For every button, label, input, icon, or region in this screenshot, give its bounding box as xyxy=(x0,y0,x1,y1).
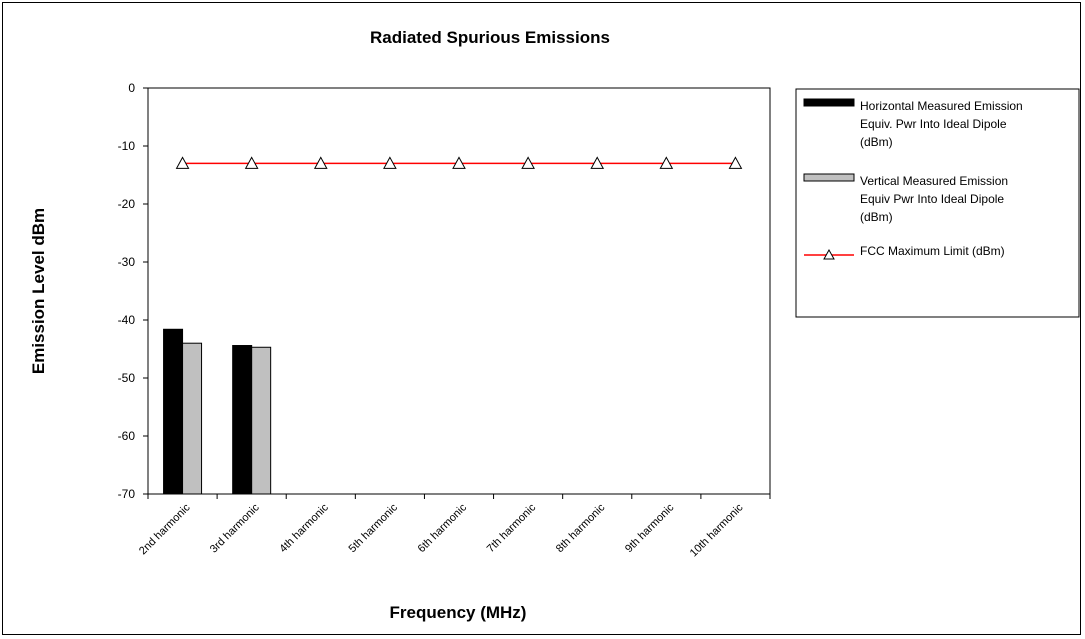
y-tick-label: -20 xyxy=(118,197,136,211)
limit-marker xyxy=(244,156,259,169)
x-tick-label: 3rd harmonic xyxy=(208,501,262,555)
x-tick-label: 2nd harmonic xyxy=(137,501,193,557)
legend-label: Vertical Measured Emission xyxy=(860,174,1008,188)
legend: Horizontal Measured Emission Equiv. Pwr I… xyxy=(803,98,1023,260)
x-tick-label: 8th harmonic xyxy=(554,501,608,555)
x-tick-label: 5th harmonic xyxy=(347,501,401,555)
x-tick-label: 10th harmonic xyxy=(688,501,746,559)
legend-label: (dBm) xyxy=(860,135,893,149)
legend-label: Equiv Pwr Into Ideal Dipole xyxy=(860,192,1004,206)
x-tick-label: 6th harmonic xyxy=(416,501,470,555)
limit-marker xyxy=(313,156,328,169)
legend-label: (dBm) xyxy=(860,210,893,224)
legend-label: Horizontal Measured Emission xyxy=(860,99,1023,113)
limit-marker xyxy=(590,156,605,169)
x-tick-label: 4th harmonic xyxy=(277,501,331,555)
y-tick-label: -50 xyxy=(118,371,136,385)
limit-marker xyxy=(521,156,535,169)
limit-marker xyxy=(175,156,190,169)
legend-label: Equiv. Pwr Into Ideal Dipole xyxy=(860,117,1007,131)
y-tick-label: 0 xyxy=(128,81,135,95)
legend-swatch xyxy=(803,98,855,107)
bar xyxy=(182,342,203,495)
bar xyxy=(232,345,253,495)
legend-label: FCC Maximum Limit (dBm) xyxy=(860,244,1005,258)
limit-marker xyxy=(659,156,674,169)
legend-box xyxy=(795,88,1080,318)
x-tick-label: 7th harmonic xyxy=(485,501,539,555)
x-tick-label: 9th harmonic xyxy=(623,501,677,555)
y-axis-label: Emission Level dBm xyxy=(29,208,48,374)
bars-layer xyxy=(163,328,272,495)
legend-swatch xyxy=(803,173,855,182)
x-axis: 2nd harmonic 3rd harmonic 4th harmonic 5th … xyxy=(137,494,771,559)
limit-marker xyxy=(452,156,466,169)
y-tick-label: -40 xyxy=(118,313,136,327)
limit-line-layer xyxy=(175,156,743,169)
y-tick-label: -10 xyxy=(118,139,136,153)
y-tick-label: -30 xyxy=(118,255,136,269)
y-axis: 0 -10 -20 -30 -40 -50 -60 -70 xyxy=(118,81,148,501)
bar xyxy=(163,328,184,495)
legend-marker xyxy=(823,248,835,260)
limit-marker xyxy=(383,156,397,169)
x-axis-label: Frequency (MHz) xyxy=(390,603,527,622)
y-tick-label: -60 xyxy=(118,429,136,443)
bar xyxy=(251,346,272,495)
y-tick-label: -70 xyxy=(118,487,136,501)
limit-marker xyxy=(728,156,743,169)
chart-title: Radiated Spurious Emissions xyxy=(370,28,610,47)
